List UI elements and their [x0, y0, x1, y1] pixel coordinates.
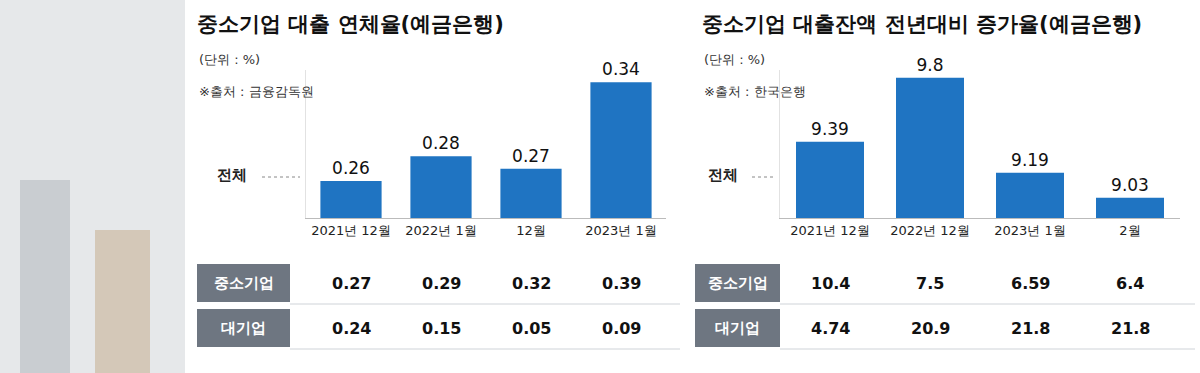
svg-text:9.19: 9.19	[1011, 150, 1049, 170]
svg-text:중소기업 대출 연체율(예금은행): 중소기업 대출 연체율(예금은행)	[197, 12, 504, 36]
svg-text:4.74: 4.74	[811, 319, 850, 338]
svg-text:2022년 1월: 2022년 1월	[405, 223, 477, 238]
svg-text:0.34: 0.34	[602, 59, 640, 79]
svg-text:0.27: 0.27	[332, 274, 371, 293]
svg-text:10.4: 10.4	[811, 274, 850, 293]
svg-text:2023년 1월: 2023년 1월	[994, 223, 1066, 238]
svg-text:6.4: 6.4	[1116, 274, 1144, 293]
svg-text:※출처 : 금융감독원: ※출처 : 금융감독원	[199, 84, 314, 99]
svg-text:21.8: 21.8	[1111, 319, 1150, 338]
svg-text:2023년 1월: 2023년 1월	[585, 223, 657, 238]
svg-text:중소기업: 중소기업	[214, 274, 274, 292]
svg-text:12월: 12월	[516, 223, 546, 238]
svg-text:2월: 2월	[1119, 223, 1140, 238]
svg-text:0.26: 0.26	[332, 158, 370, 178]
svg-text:0.28: 0.28	[422, 133, 460, 153]
svg-text:전체: 전체	[217, 166, 247, 184]
svg-text:대기업: 대기업	[715, 319, 760, 337]
svg-text:0.32: 0.32	[512, 274, 551, 293]
svg-text:중소기업: 중소기업	[708, 274, 768, 292]
svg-text:9.39: 9.39	[811, 119, 849, 139]
svg-text:※출처 : 한국은행: ※출처 : 한국은행	[704, 84, 806, 99]
svg-text:대기업: 대기업	[221, 319, 266, 337]
svg-text:21.8: 21.8	[1011, 319, 1050, 338]
svg-text:0.15: 0.15	[422, 319, 461, 338]
svg-text:7.5: 7.5	[916, 274, 944, 293]
svg-text:2022년 12월: 2022년 12월	[890, 223, 970, 238]
svg-text:0.29: 0.29	[422, 274, 461, 293]
svg-text:(단위 : %): (단위 : %)	[199, 52, 260, 67]
svg-text:20.9: 20.9	[911, 319, 950, 338]
svg-text:9.8: 9.8	[916, 55, 943, 75]
svg-text:9.03: 9.03	[1111, 175, 1149, 195]
svg-text:0.24: 0.24	[332, 319, 371, 338]
svg-text:중소기업 대출잔액 전년대비 증가율(예금은행): 중소기업 대출잔액 전년대비 증가율(예금은행)	[702, 12, 1142, 36]
svg-text:0.05: 0.05	[512, 319, 551, 338]
svg-text:전체: 전체	[708, 166, 738, 184]
svg-text:0.39: 0.39	[602, 274, 641, 293]
svg-text:0.27: 0.27	[512, 146, 550, 166]
svg-text:0.09: 0.09	[602, 319, 641, 338]
svg-text:6.59: 6.59	[1011, 274, 1050, 293]
svg-text:(단위 : %): (단위 : %)	[704, 52, 765, 67]
svg-text:2021년 12월: 2021년 12월	[790, 223, 870, 238]
svg-text:2021년 12월: 2021년 12월	[311, 223, 391, 238]
